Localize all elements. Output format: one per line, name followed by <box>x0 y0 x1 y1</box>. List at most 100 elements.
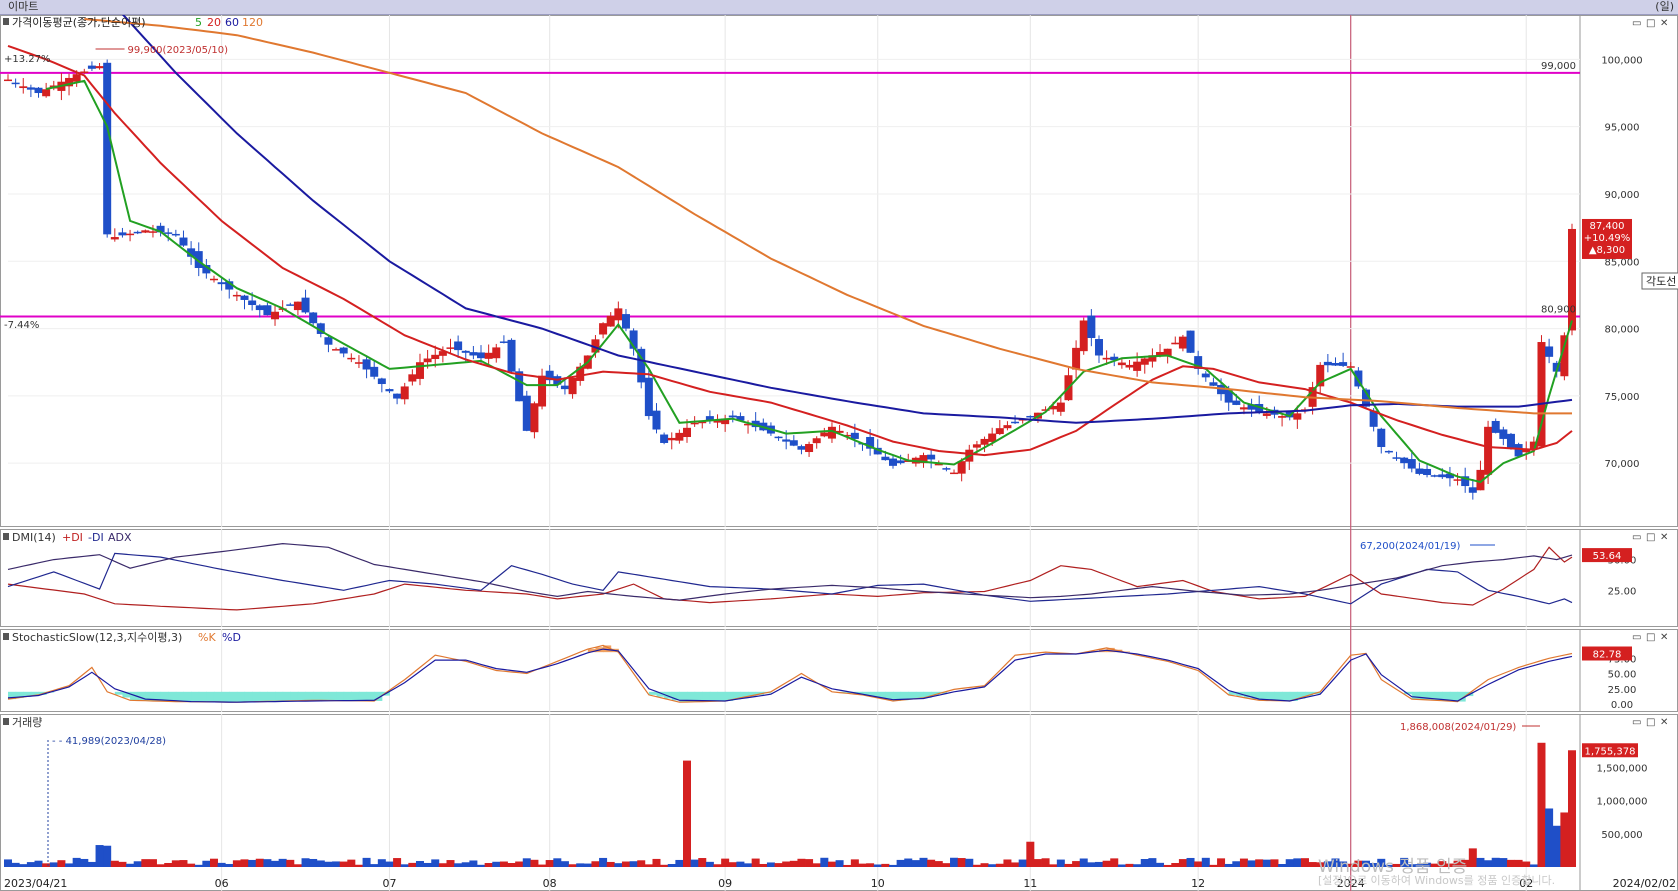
overbought-fill <box>1121 651 1131 653</box>
volume-bar <box>507 863 516 867</box>
pct-top-label: +13.27% <box>4 54 51 65</box>
x-tick-label: 07 <box>382 877 396 890</box>
volume-bar <box>919 857 928 867</box>
candle-body <box>797 446 806 450</box>
volume-bar <box>1468 848 1477 867</box>
volume-bar <box>797 858 806 867</box>
volume-bar <box>660 864 669 867</box>
volume-bar <box>1400 857 1409 867</box>
volume-bar <box>1476 857 1485 867</box>
candle-body <box>1201 373 1210 378</box>
volume-bar <box>26 862 35 867</box>
last-change-abs: ▲8,300 <box>1589 245 1625 256</box>
stoch-tick-label: 50.00 <box>1608 670 1637 681</box>
volume-bar <box>782 861 791 867</box>
candle <box>209 275 218 283</box>
candle <box>26 84 35 98</box>
candle-body <box>1537 342 1546 447</box>
volume-bar <box>19 864 28 867</box>
candle-body <box>538 375 547 407</box>
volume-bar <box>591 861 600 867</box>
hline-top-value: 99,000 <box>1541 61 1576 72</box>
candle-body <box>1560 335 1569 377</box>
panel-price <box>0 15 1678 527</box>
volume-bar <box>652 858 661 867</box>
candle-body <box>1049 405 1058 410</box>
volume-bar <box>1041 858 1050 867</box>
stock-chart[interactable]: ▭ □ ✕ ▭ □ ✕ ▭ □ ✕ ▭ □ ✕ 70,000 75,000 80,000 85,000 90,0… <box>0 15 1678 891</box>
candle-body <box>1415 468 1424 474</box>
volume-bar <box>1125 863 1134 867</box>
volume-bar <box>1423 862 1432 867</box>
vol-tick-label: 1,000,000 <box>1597 797 1648 808</box>
candle-body <box>118 232 127 236</box>
volume-bar <box>1552 825 1561 867</box>
candle <box>492 343 501 363</box>
volume-bar <box>415 861 424 867</box>
low-label: 67,200(2024/01/19) <box>1360 541 1461 552</box>
candle-body <box>652 410 661 430</box>
volume-bar <box>4 859 12 867</box>
oversold-fill <box>1304 691 1314 697</box>
candle <box>522 390 531 432</box>
candle-body <box>4 79 12 82</box>
volume-bar <box>545 860 554 867</box>
volume-bar <box>637 860 646 867</box>
price-tick-label: 95,000 <box>1605 123 1640 134</box>
oversold-fill <box>839 691 848 693</box>
candle <box>1484 420 1493 484</box>
candle <box>87 61 96 71</box>
volume-bar <box>942 863 951 867</box>
volume-bar <box>110 860 119 867</box>
candle-body <box>1011 421 1020 424</box>
oversold-fill <box>694 691 703 702</box>
candle <box>255 304 264 318</box>
last-dmi-value: 53.64 <box>1593 551 1622 562</box>
candle <box>118 227 127 238</box>
last-stoch-value: 82.78 <box>1593 650 1622 661</box>
candle <box>675 429 684 444</box>
volume-bar <box>1445 863 1454 867</box>
candle <box>408 369 417 386</box>
candle-body <box>942 468 951 470</box>
oversold-fill <box>923 691 932 698</box>
candle <box>141 229 150 234</box>
candle-body <box>1079 320 1088 352</box>
maximize-icon: □ <box>1646 632 1655 643</box>
candle-body <box>103 62 112 235</box>
candle-body <box>171 233 180 236</box>
vol-tick-label: 500,000 <box>1601 830 1642 841</box>
candle-body <box>1506 433 1515 448</box>
x-tick-label: 2023/04/21 <box>4 877 67 890</box>
oversold-fill <box>870 691 879 697</box>
volume-bar <box>1133 864 1142 867</box>
oversold-fill <box>908 691 917 700</box>
candle-body <box>461 350 470 353</box>
candle <box>820 427 829 438</box>
volume-bar <box>744 863 753 867</box>
volume-bar <box>1033 859 1042 867</box>
volume-bar <box>1369 863 1378 867</box>
volume-bar <box>1491 857 1500 867</box>
last-change-pct: +10.49% <box>1584 233 1631 244</box>
candle-body <box>1117 362 1126 366</box>
volume-bar <box>576 863 585 867</box>
oversold-fill <box>915 691 925 699</box>
candle-body <box>721 418 730 425</box>
volume-bar <box>1323 861 1332 867</box>
candle <box>354 355 363 369</box>
oversold-fill <box>862 691 871 695</box>
candle-body <box>736 416 745 421</box>
candle-body <box>1468 487 1477 493</box>
volume-bar <box>133 861 142 867</box>
candle <box>759 418 768 432</box>
candle <box>1430 474 1439 478</box>
candle-body <box>1125 364 1134 368</box>
candle <box>873 439 882 455</box>
candle <box>919 452 928 468</box>
candle-body <box>1293 413 1302 420</box>
legend-volume: 거래량 <box>12 716 42 729</box>
oversold-fill <box>320 691 329 701</box>
candle-body <box>362 359 371 370</box>
candle <box>271 305 280 326</box>
